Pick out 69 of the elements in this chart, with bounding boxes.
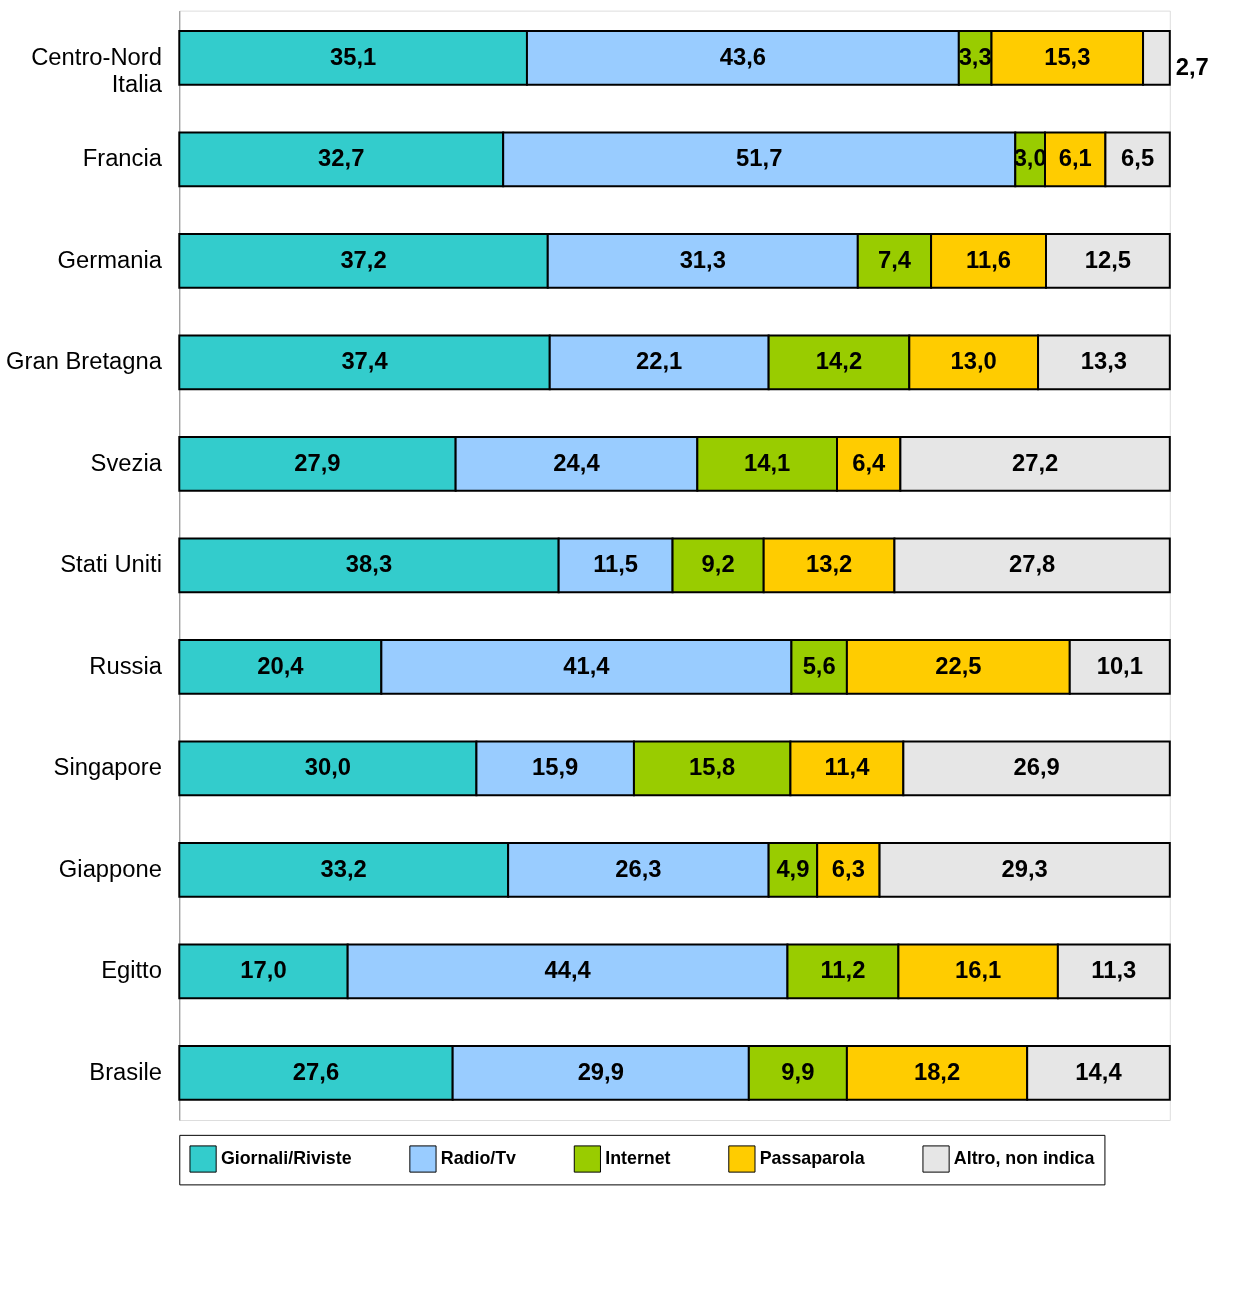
data-label: 2,7 <box>1175 52 1209 80</box>
y-tick-label: Centro-Nord Italia <box>31 42 163 98</box>
data-label: 22,5 <box>935 651 982 679</box>
data-label: 20,4 <box>257 651 305 679</box>
data-label: 27,2 <box>1011 448 1059 476</box>
y-tick-label: Germania <box>57 245 163 273</box>
data-label: 43,6 <box>719 42 767 70</box>
data-label: 9,2 <box>701 550 735 578</box>
y-tick-label: Gran Bretagna <box>6 347 163 375</box>
data-label: 14,4 <box>1075 1057 1123 1085</box>
data-label: 15,3 <box>1044 42 1091 70</box>
data-label: 15,9 <box>532 753 579 781</box>
y-tick-label: Svezia <box>90 448 163 476</box>
y-tick-label: Russia <box>89 651 163 679</box>
data-label: 38,3 <box>345 550 393 578</box>
legend-label: Giornali/Riviste <box>220 1147 352 1168</box>
data-label: 33,2 <box>320 854 367 882</box>
data-label: 24,4 <box>553 448 601 476</box>
data-label: 31,3 <box>679 245 726 273</box>
data-label: 7,4 <box>877 245 912 273</box>
data-label: 29,9 <box>577 1057 624 1085</box>
data-label: 12,5 <box>1084 245 1132 273</box>
data-label: 10,1 <box>1096 651 1143 679</box>
y-tick-label: Stati Uniti <box>60 550 162 578</box>
legend-label: Altro, non indica <box>953 1147 1096 1168</box>
data-label: 6,1 <box>1058 144 1092 172</box>
data-label: 27,6 <box>292 1057 340 1085</box>
data-label: 27,8 <box>1008 550 1056 578</box>
data-label: 27,9 <box>294 448 341 476</box>
data-label: 11,3 <box>1091 956 1137 984</box>
data-label: 13,2 <box>805 550 853 578</box>
data-label: 11,2 <box>820 956 866 984</box>
data-label: 11,4 <box>824 753 871 781</box>
data-label: 26,3 <box>615 854 662 882</box>
data-label: 6,3 <box>831 854 865 882</box>
data-label: 32,7 <box>318 144 365 172</box>
legend-label: Passaparola <box>759 1147 866 1168</box>
y-tick-label: Singapore <box>53 753 162 781</box>
y-tick-label: Brasile <box>89 1057 162 1085</box>
data-label: 5,6 <box>802 651 836 679</box>
data-label: 35,1 <box>329 42 377 70</box>
data-label: 11,5 <box>593 550 639 578</box>
data-label: 4,9 <box>776 854 810 882</box>
data-label: 22,1 <box>636 347 683 375</box>
data-label: 11,6 <box>966 245 1012 273</box>
y-tick-label: Giappone <box>58 854 162 882</box>
data-label: 14,2 <box>815 347 863 375</box>
legend-label: Radio/Tv <box>440 1147 517 1168</box>
data-label: 6,5 <box>1121 144 1155 172</box>
data-label: 37,4 <box>341 347 389 375</box>
data-label: 26,9 <box>1013 753 1060 781</box>
data-label: 44,4 <box>544 956 592 984</box>
data-label: 14,1 <box>744 448 791 476</box>
y-tick-label: Egitto <box>101 956 162 984</box>
data-label: 51,7 <box>736 144 783 172</box>
data-label: 29,3 <box>1001 854 1048 882</box>
y-tick-label: Francia <box>82 144 163 172</box>
data-label: 6,4 <box>852 448 886 476</box>
data-label: 41,4 <box>563 651 611 679</box>
data-label: 37,2 <box>340 245 387 273</box>
legend-label: Internet <box>605 1147 671 1168</box>
data-label: 16,1 <box>955 956 1002 984</box>
data-label: 17,0 <box>240 956 287 984</box>
data-label: 13,3 <box>1080 347 1128 375</box>
data-label: 9,9 <box>781 1057 815 1085</box>
data-label: 13,0 <box>950 347 997 375</box>
data-label: 30,0 <box>304 753 351 781</box>
data-label: 15,8 <box>689 753 736 781</box>
data-label: 18,2 <box>913 1057 961 1085</box>
